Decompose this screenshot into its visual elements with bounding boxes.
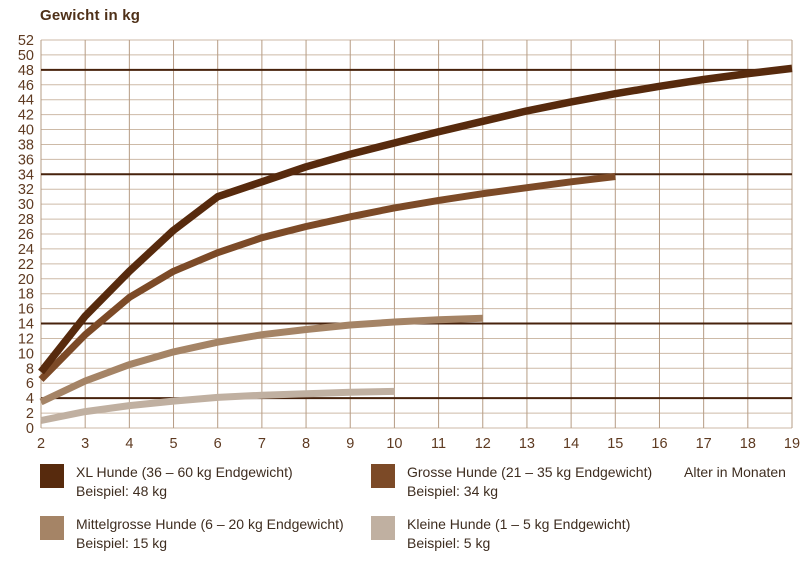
y-tick-label: 44 [18,93,34,109]
x-axis-title: Alter in Monaten [684,464,786,480]
horizontal-gridlines [41,39,792,429]
legend-swatch-grosse-icon [371,464,395,488]
growth-curve-series-3 [40,387,395,424]
legend-example: Beispiel: 48 kg [76,483,168,499]
y-tick-label: 28 [18,212,34,228]
y-tick-label: 2 [26,406,34,422]
x-tick-label: 5 [169,436,177,452]
x-tick-label: 16 [651,436,667,452]
legend-swatch-kleine-icon [371,516,395,540]
legend-item-kleine-hunde: Kleine Hunde (1 – 5 kg Endgewicht) Beisp… [371,515,630,553]
y-tick-label: 38 [18,137,34,153]
growth-curve-series-0 [38,64,793,375]
legend-item-grosse-hunde: Grosse Hunde (21 – 35 kg Endgewicht) Bei… [371,463,652,501]
legend-swatch-xl-icon [40,464,64,488]
x-tick-label: 13 [519,436,535,452]
legend-example: Beispiel: 15 kg [76,535,168,551]
dog-growth-chart: 0246810121416182022242628303234363840424… [18,33,800,452]
y-tick-label: 30 [18,197,34,213]
x-tick-label: 11 [431,436,446,452]
y-tick-label: 8 [26,361,34,377]
y-tick-label: 42 [18,108,34,124]
x-tick-label: 17 [696,436,712,452]
x-tick-label: 3 [81,436,89,452]
legend-label: Mittelgrosse Hunde (6 – 20 kg Endgewicht… [76,516,344,532]
x-tick-label: 10 [386,436,402,452]
legend-swatch-mittelgrosse-icon [40,516,64,540]
y-axis-title: Gewicht in kg [40,7,141,24]
y-tick-label: 46 [18,78,34,94]
legend-item-xl-hunde: XL Hunde (36 – 60 kg Endgewicht) Beispie… [40,463,293,501]
y-tick-label: 24 [18,242,34,258]
y-tick-label: 6 [26,376,34,392]
y-tick-label: 48 [18,63,34,79]
x-tick-label: 2 [37,436,45,452]
legend-example: Beispiel: 5 kg [407,535,491,551]
legend-label: Grosse Hunde (21 – 35 kg Endgewicht) [407,464,653,480]
x-tick-label: 9 [346,436,354,452]
y-tick-label: 10 [18,346,34,362]
legend-label: XL Hunde (36 – 60 kg Endgewicht) [76,464,293,480]
y-tick-label: 50 [18,48,34,64]
y-tick-label: 26 [18,227,34,243]
x-tick-label: 6 [214,436,222,452]
x-tick-label: 7 [258,436,266,452]
x-tick-labels: 2 3 4 5 6 7 8 9 10 11 12 13 14 15 16 17 18 19 [37,436,800,452]
x-tick-label: 8 [302,436,310,452]
x-tick-label: 12 [475,436,491,452]
y-tick-label: 16 [18,302,34,318]
legend-label: Kleine Hunde (1 – 5 kg Endgewicht) [407,516,631,532]
legend-example: Beispiel: 34 kg [407,483,499,499]
y-tick-label: 34 [18,167,34,183]
y-tick-label: 40 [18,123,34,139]
y-tick-label: 12 [18,331,34,347]
growth-curve-series-2 [39,314,483,406]
y-tick-label: 22 [18,257,34,273]
y-tick-labels: 0246810121416182022242628303234363840424… [18,33,34,437]
growth-curve-series-1 [38,173,616,382]
y-tick-label: 0 [26,421,34,437]
x-tick-label: 4 [125,436,133,452]
y-tick-label: 32 [18,182,34,198]
x-tick-label: 19 [784,436,800,452]
y-tick-label: 20 [18,272,34,288]
x-tick-label: 14 [563,436,579,452]
x-tick-label: 18 [740,436,756,452]
y-tick-label: 14 [18,317,34,333]
x-tick-label: 15 [607,436,623,452]
y-tick-label: 18 [18,287,34,303]
y-tick-label: 52 [18,33,34,49]
legend-item-mittelgrosse-hunde: Mittelgrosse Hunde (6 – 20 kg Endgewicht… [40,515,344,553]
y-tick-label: 36 [18,152,34,168]
y-tick-label: 4 [26,391,34,407]
